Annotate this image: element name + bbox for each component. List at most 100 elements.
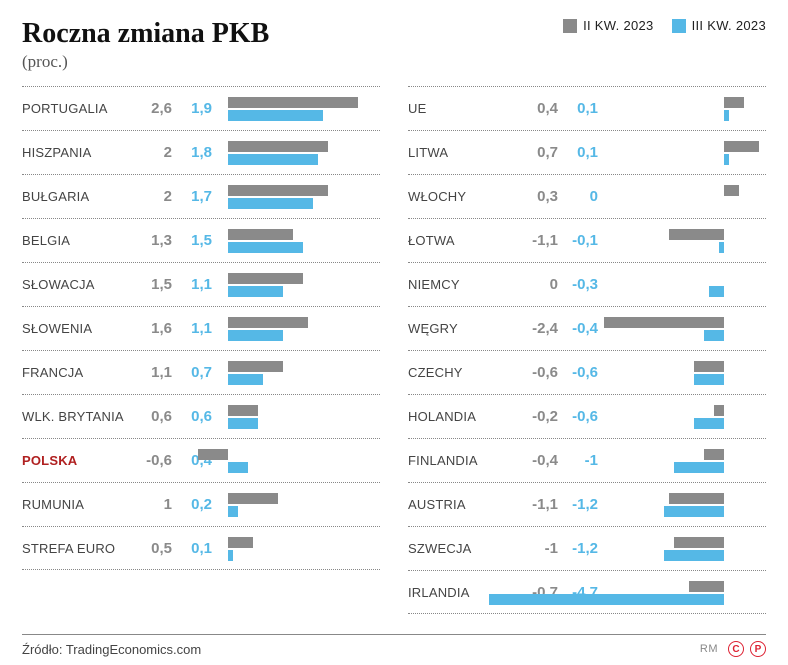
table-row: SZWECJA-1-1,2 <box>408 526 766 570</box>
table-row: RUMUNIA10,2 <box>22 482 380 526</box>
country-label: POLSKA <box>22 453 134 468</box>
bar-zone <box>604 483 766 526</box>
value-pair: -0,4-1 <box>520 452 598 469</box>
table-row: POLSKA-0,60,4 <box>22 438 380 482</box>
table-row: STREFA EURO0,50,1 <box>22 526 380 570</box>
value-pair: 1,51,1 <box>134 276 212 293</box>
legend-swatch-q3 <box>672 19 686 33</box>
header: Roczna zmiana PKB (proc.) II KW. 2023 II… <box>22 18 766 72</box>
bar-zone <box>604 87 766 130</box>
bar-zone <box>218 483 380 526</box>
bar-zone <box>218 87 380 130</box>
bar-q3 <box>674 462 724 473</box>
bar-q3 <box>228 374 263 385</box>
value-pair: 10,2 <box>134 496 212 513</box>
bar-zone <box>604 571 766 613</box>
value-q3: 1,8 <box>178 144 212 161</box>
bar-q3 <box>228 242 303 253</box>
bar-q3 <box>719 242 724 253</box>
bar-q2 <box>724 185 739 196</box>
table-row: SŁOWACJA1,51,1 <box>22 262 380 306</box>
table-row: WŁOCHY0,30 <box>408 174 766 218</box>
table-row: WLK. BRYTANIA0,60,6 <box>22 394 380 438</box>
country-label: LITWA <box>408 145 520 160</box>
copyright-badge-icon: C <box>728 641 744 657</box>
bar-zone <box>604 175 766 218</box>
bar-q2 <box>669 229 724 240</box>
table-row: UE0,40,1 <box>408 86 766 130</box>
table-row: FINLANDIA-0,4-1 <box>408 438 766 482</box>
bar-q2 <box>228 405 258 416</box>
value-q2: 1,3 <box>138 232 172 249</box>
value-q3: 0 <box>564 188 598 205</box>
table-row: WĘGRY-2,4-0,4 <box>408 306 766 350</box>
value-q3: -0,6 <box>564 364 598 381</box>
value-q3: 0,1 <box>564 100 598 117</box>
bar-zone <box>218 175 380 218</box>
bar-zone <box>604 219 766 262</box>
bar-zone <box>218 219 380 262</box>
bar-zone <box>604 439 766 482</box>
value-q2: -2,4 <box>524 320 558 337</box>
value-pair: -1,1-0,1 <box>520 232 598 249</box>
value-q2: 2 <box>138 188 172 205</box>
value-pair: 0,60,6 <box>134 408 212 425</box>
value-q3: 1,9 <box>178 100 212 117</box>
value-q3: -1,2 <box>564 496 598 513</box>
value-q3: 0,7 <box>178 364 212 381</box>
value-q3: -0,3 <box>564 276 598 293</box>
value-pair: 0,7 0,1 <box>520 144 598 161</box>
column-left: PORTUGALIA2,61,9HISZPANIA21,8BUŁGARIA21,… <box>22 86 380 614</box>
value-q3: 0,1 <box>564 144 598 161</box>
bar-q3 <box>228 506 238 517</box>
bar-q2 <box>704 449 724 460</box>
bar-zone <box>218 527 380 569</box>
table-row: PORTUGALIA2,61,9 <box>22 86 380 130</box>
table-row: NIEMCY0-0,3 <box>408 262 766 306</box>
table-row: SŁOWENIA1,61,1 <box>22 306 380 350</box>
column-right: UE0,40,1LITWA0,70,1WŁOCHY0,30ŁOTWA-1,1-0… <box>408 86 766 614</box>
country-label: FRANCJA <box>22 365 134 380</box>
bar-zone <box>218 131 380 174</box>
country-label: BUŁGARIA <box>22 189 134 204</box>
bar-q3 <box>228 198 313 209</box>
country-label: WLK. BRYTANIA <box>22 409 134 424</box>
country-label: WŁOCHY <box>408 189 520 204</box>
table-row: CZECHY-0,6-0,6 <box>408 350 766 394</box>
bar-q2 <box>724 97 744 108</box>
title-block: Roczna zmiana PKB (proc.) <box>22 18 269 72</box>
value-q2: 1,1 <box>138 364 172 381</box>
footer-marks: RM C P <box>700 641 766 657</box>
value-q2: -0,6 <box>138 452 172 469</box>
value-pair: -2,4-0,4 <box>520 320 598 337</box>
legend-swatch-q2 <box>563 19 577 33</box>
legend-item-q3: III KW. 2023 <box>672 18 766 33</box>
country-label: NIEMCY <box>408 277 520 292</box>
value-q2: 0,7 <box>524 144 558 161</box>
bar-q3 <box>694 418 724 429</box>
table-row: IRLANDIA-0,7-4,7 <box>408 570 766 614</box>
bar-q2 <box>694 361 724 372</box>
value-q2: 1,6 <box>138 320 172 337</box>
country-label: RUMUNIA <box>22 497 134 512</box>
bar-q3 <box>228 110 323 121</box>
country-label: ŁOTWA <box>408 233 520 248</box>
value-q2: 2 <box>138 144 172 161</box>
source-line: Źródło: TradingEconomics.com <box>22 642 201 657</box>
value-pair: -1,1 -1,2 <box>520 496 598 513</box>
value-pair: 21,8 <box>134 144 212 161</box>
value-pair: 1,61,1 <box>134 320 212 337</box>
legend-item-q2: II KW. 2023 <box>563 18 654 33</box>
author-initials: RM <box>700 643 718 655</box>
value-q3: 0,1 <box>178 540 212 557</box>
value-pair: 2,61,9 <box>134 100 212 117</box>
bar-zone <box>218 351 380 394</box>
value-q2: -1,1 <box>524 496 558 513</box>
bar-zone <box>604 131 766 174</box>
table-row: ŁOTWA-1,1-0,1 <box>408 218 766 262</box>
bar-q3 <box>724 110 729 121</box>
bar-zone <box>218 439 380 482</box>
value-q2: 1,5 <box>138 276 172 293</box>
bar-q2 <box>714 405 724 416</box>
bar-zone <box>604 263 766 306</box>
